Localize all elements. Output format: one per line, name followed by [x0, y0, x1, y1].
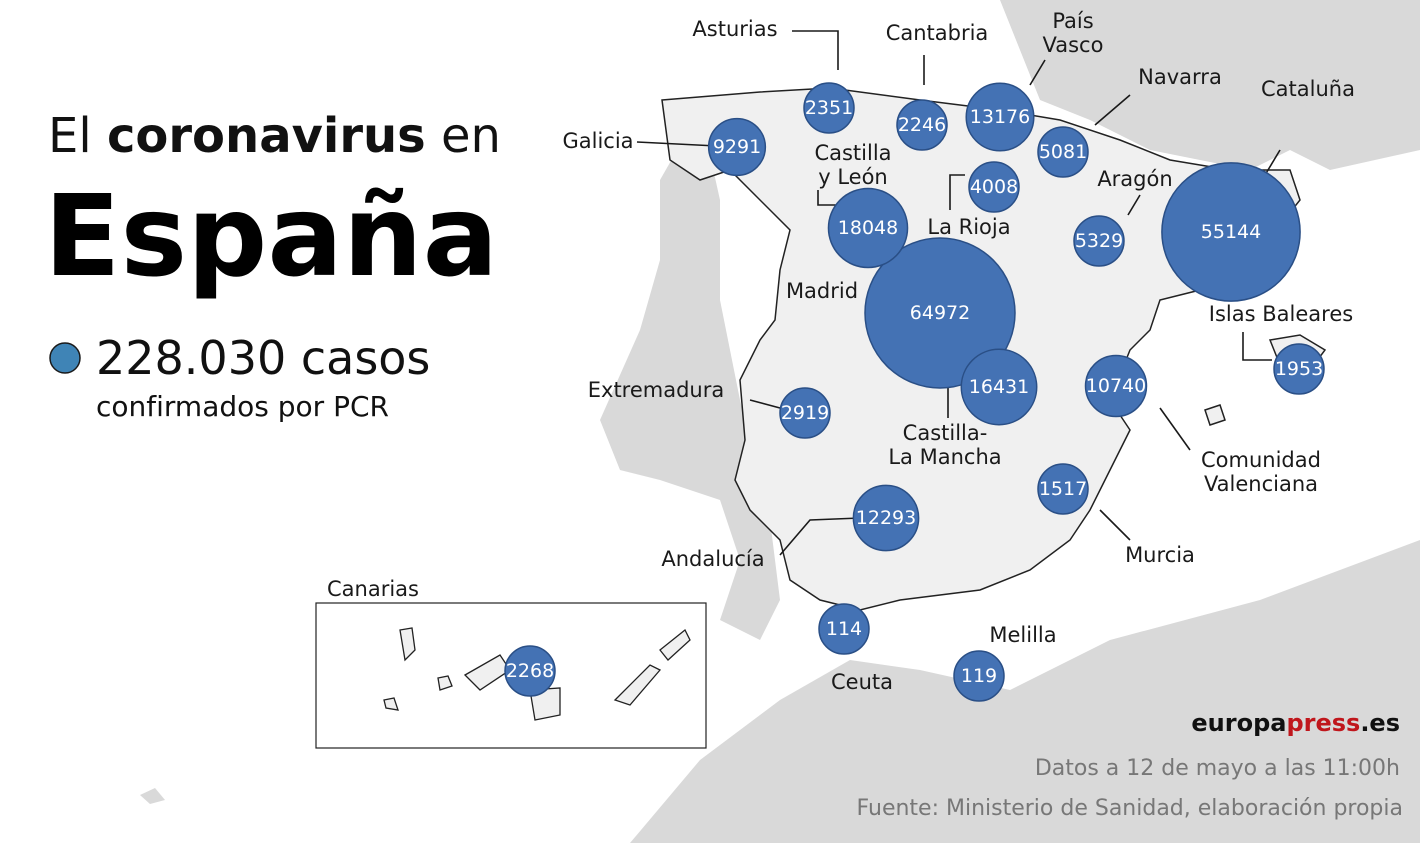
leader-line — [779, 517, 861, 556]
bubble-value: 18048 — [838, 217, 898, 239]
region-label: Galicia — [562, 129, 633, 153]
region-label: Valenciana — [1204, 472, 1318, 496]
bubbles: 64972 55144 18048 16431 13176 12293 10740 9291 5… — [504, 30, 1325, 702]
bubble-value: 9291 — [713, 136, 761, 158]
region-label: Andalucía — [661, 547, 764, 571]
leader-line — [1127, 194, 1141, 216]
region-label: La Mancha — [888, 445, 1001, 469]
bubble-value: 5329 — [1075, 230, 1123, 252]
bubble-value: 2268 — [506, 660, 554, 682]
bubble-value: 4008 — [970, 176, 1018, 198]
legend-dot — [49, 342, 81, 374]
title-tail: en — [441, 108, 501, 164]
bubble — [779, 387, 831, 439]
region-label: Madrid — [786, 279, 858, 303]
region-label: Asturias — [692, 17, 777, 41]
bubble — [707, 117, 767, 177]
brand: europapress.es — [1191, 709, 1400, 737]
bubble-value: 16431 — [969, 376, 1029, 398]
title-country: España — [44, 172, 498, 302]
bubble — [896, 99, 948, 151]
bubble — [968, 161, 1020, 213]
region-label: Castilla — [814, 141, 891, 165]
brand-a: europa — [1191, 709, 1286, 737]
region-label: Cantabria — [886, 21, 989, 45]
bubble — [1037, 126, 1089, 178]
region-label: Navarra — [1138, 65, 1222, 89]
bubble-value: 64972 — [910, 302, 970, 324]
region-label: Ceuta — [831, 670, 893, 694]
bubble-value: 2919 — [781, 402, 829, 424]
bubble — [1084, 354, 1148, 418]
brand-c: .es — [1360, 709, 1400, 737]
bubble — [960, 348, 1038, 426]
bubble-value: 2246 — [898, 114, 946, 136]
region-label: Cataluña — [1261, 77, 1355, 101]
leader-line — [792, 30, 839, 70]
bubble — [1273, 343, 1325, 395]
bubble — [803, 82, 855, 134]
bubble — [1161, 162, 1301, 302]
leader-line — [949, 174, 965, 210]
region-label: Murcia — [1125, 543, 1195, 567]
bubble — [1073, 215, 1125, 267]
leader-line — [1029, 59, 1046, 86]
region-label: Extremadura — [588, 378, 725, 402]
bubble — [827, 187, 909, 269]
background-land — [140, 0, 1420, 843]
title-bold: coronavirus — [107, 108, 426, 164]
bubble — [504, 645, 556, 697]
region-label: Comunidad — [1201, 448, 1321, 472]
bubble-value: 119 — [961, 665, 997, 687]
bubble — [852, 484, 920, 552]
region-label: Islas Baleares — [1209, 302, 1353, 326]
region-label: y León — [818, 165, 888, 189]
bubble-value: 114 — [826, 618, 862, 640]
bubble-value: 1517 — [1039, 478, 1087, 500]
region-label: País — [1052, 9, 1093, 33]
region-label: Vasco — [1043, 33, 1104, 57]
leader-line — [1099, 509, 1131, 541]
region-label: Canarias — [327, 577, 419, 601]
leader-line — [817, 190, 840, 206]
bubble-value: 12293 — [856, 507, 916, 529]
region-label: Melilla — [989, 623, 1056, 647]
bubble — [953, 650, 1005, 702]
bubble — [965, 82, 1035, 152]
bubble-value: 10740 — [1086, 375, 1146, 397]
bubble-value: 55144 — [1201, 221, 1261, 243]
brand-b: press — [1286, 709, 1360, 737]
bubble — [1037, 463, 1089, 515]
region-label: Aragón — [1097, 167, 1172, 191]
leader-line — [1159, 407, 1191, 451]
total-cases: 228.030 casos — [96, 331, 430, 385]
bubble-value: 13176 — [970, 106, 1030, 128]
leader-line — [1094, 94, 1131, 126]
footer-date: Datos a 12 de mayo a las 11:00h — [1035, 756, 1400, 781]
title-lead: El — [48, 108, 92, 164]
region-label: Castilla- — [903, 421, 988, 445]
region-label: La Rioja — [927, 215, 1010, 239]
bubble — [818, 603, 870, 655]
bubble-value: 5081 — [1039, 141, 1087, 163]
total-note: confirmados por PCR — [96, 390, 389, 423]
leader-line — [749, 399, 781, 409]
footer-source: Fuente: Ministerio de Sanidad, elaboraci… — [857, 796, 1403, 821]
bubble-value: 1953 — [1275, 358, 1323, 380]
bubble-value: 2351 — [805, 97, 853, 119]
title-line: El coronavirus en — [48, 108, 501, 164]
leader-line — [1264, 149, 1281, 176]
bubble — [864, 237, 1016, 389]
canarias-islands — [383, 627, 691, 721]
leader-line — [1242, 332, 1272, 361]
